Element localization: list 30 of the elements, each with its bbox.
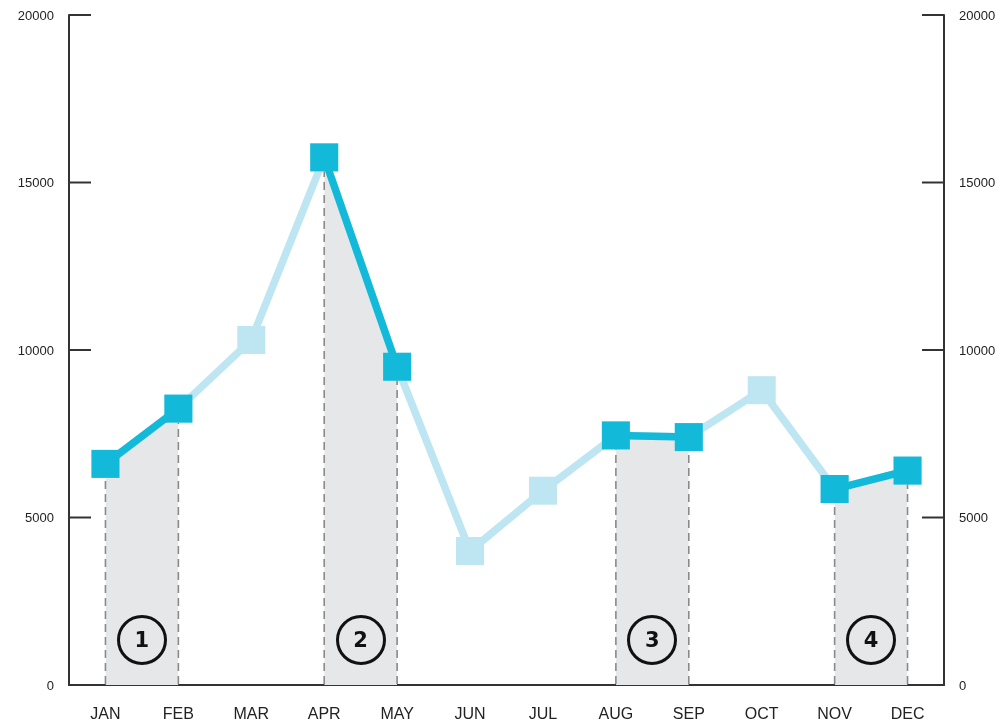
- x-tick-label: JUN: [454, 704, 486, 722]
- y-tick-label: 10000: [17, 342, 54, 358]
- x-tick-label: JUL: [528, 704, 558, 722]
- y-tick-label: 15000: [17, 175, 54, 190]
- x-tick-label: NOV: [817, 704, 853, 722]
- x-tick-label: MAR: [233, 704, 270, 722]
- number-circle: 4: [846, 615, 897, 665]
- number-circle: 3: [627, 615, 678, 665]
- point: [528, 476, 557, 505]
- y-tick-label: 0: [46, 677, 54, 693]
- y2-tick-label: 20000: [959, 7, 996, 23]
- x-tick-label: SEP: [672, 704, 705, 722]
- y-tick-label: 5000: [25, 510, 54, 525]
- x-tick-label: FEB: [162, 704, 194, 722]
- number-circle: 2: [335, 615, 386, 665]
- x-tick-label: DEC: [890, 704, 925, 722]
- x-tick-label: OCT: [744, 704, 779, 722]
- y2-tick-label: 0: [959, 677, 967, 693]
- point: [747, 376, 776, 405]
- x-tick-label: JAN: [90, 704, 121, 722]
- y2-tick-label: 5000: [959, 510, 988, 525]
- x-tick-label: MAY: [380, 704, 415, 722]
- x-tick-label: AUG: [598, 704, 634, 722]
- point: [237, 325, 266, 354]
- y-tick-label: 20000: [17, 7, 54, 23]
- number-circle: 1: [116, 615, 167, 665]
- y2-tick-label: 15000: [959, 175, 996, 190]
- y2-tick-label: 10000: [959, 342, 996, 358]
- point: [456, 537, 485, 565]
- x-tick-label: APR: [307, 704, 341, 722]
